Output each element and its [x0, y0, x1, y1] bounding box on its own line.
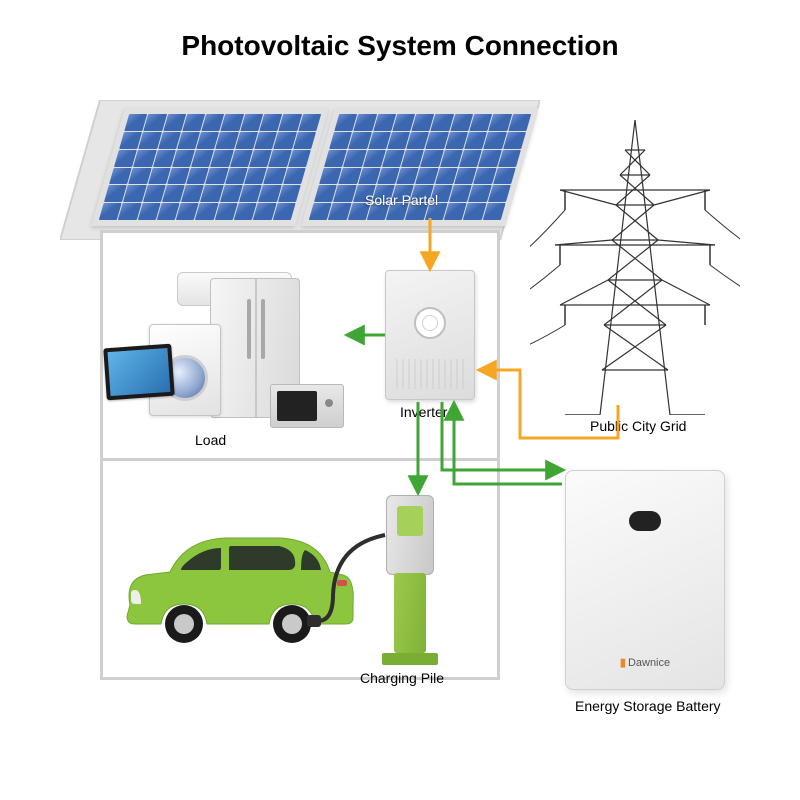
roof-with-solar-panels: [60, 100, 540, 240]
energy-storage-battery: ▮Dawnice: [565, 470, 725, 690]
inverter-display-icon: [414, 307, 446, 339]
charging-pile-label: Charging Pile: [360, 670, 444, 686]
transmission-pylon: [530, 115, 740, 415]
pylon-icon: [530, 115, 740, 415]
diagram-title: Photovoltaic System Connection: [0, 30, 800, 62]
battery-indicator-icon: [629, 511, 661, 531]
solar-panel-label: Solar Partel: [365, 192, 438, 208]
electric-vehicle: [115, 520, 360, 650]
load-appliances: [115, 278, 345, 428]
inverter-unit: [385, 270, 475, 400]
floor-divider: [103, 458, 497, 461]
solar-panel-left: [99, 114, 321, 220]
battery-label: Energy Storage Battery: [575, 698, 721, 714]
charging-cable-icon: [325, 525, 395, 645]
public-grid-label: Public City Grid: [590, 418, 686, 434]
battery-brand-label: ▮Dawnice: [566, 656, 724, 669]
inverter-label: Inverter: [400, 404, 447, 420]
microwave-icon: [270, 384, 344, 428]
tv-icon: [103, 344, 174, 401]
load-label: Load: [195, 432, 226, 448]
ev-car-icon: [115, 520, 360, 650]
charging-pile: [380, 495, 440, 665]
